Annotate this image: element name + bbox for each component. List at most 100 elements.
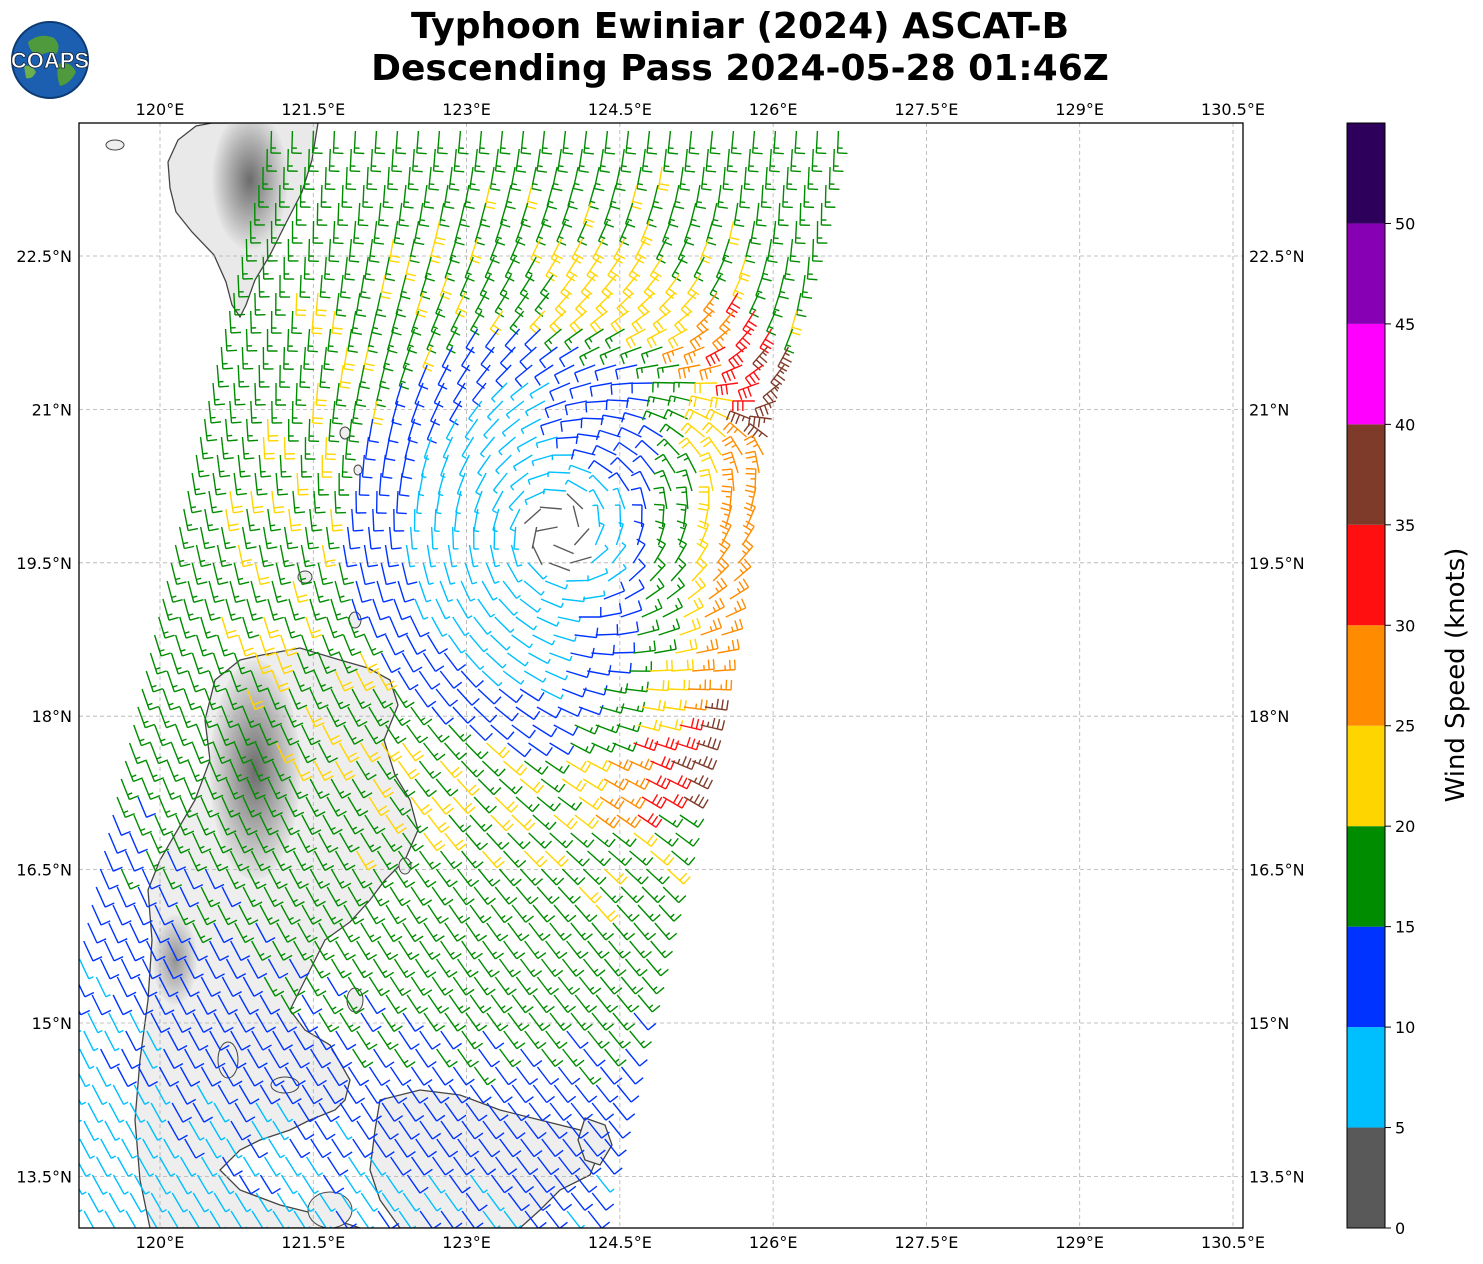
wind-barb: [179, 886, 200, 908]
wind-barb: [620, 886, 645, 904]
wind-barb: [133, 1174, 150, 1195]
wind-barb: [167, 1030, 188, 1052]
wind-barb: [477, 598, 496, 618]
wind-barb: [532, 1174, 556, 1194]
wind-barb: [604, 1048, 627, 1067]
wind-barb: [473, 508, 480, 533]
wind-barb: [439, 850, 463, 870]
wind-barb: [641, 598, 663, 618]
wind-barb: [501, 418, 521, 437]
wind-barb: [226, 1048, 247, 1069]
wind-barb: [310, 1048, 332, 1069]
wind-barb: [632, 455, 655, 474]
wind-barb: [711, 202, 723, 228]
wind-barb: [318, 1012, 340, 1033]
wind-barb: [224, 328, 237, 352]
catanduanes-island: [577, 1117, 613, 1166]
wind-barb: [759, 328, 775, 354]
wind-barb: [607, 563, 627, 582]
wind-barb: [630, 184, 643, 210]
wind-barb: [334, 580, 351, 603]
wind-barb: [603, 683, 629, 694]
wind-barb: [679, 166, 690, 191]
wind-barb: [479, 202, 491, 228]
small-island: [105, 139, 125, 151]
wind-barb: [570, 832, 595, 848]
wind-barb: [373, 1138, 395, 1158]
wind-barb: [351, 778, 373, 799]
wind-barb: [557, 886, 581, 904]
wind-barb: [694, 382, 718, 394]
wind-barb: [154, 1084, 171, 1105]
wind-barb: [475, 472, 487, 496]
wind-barb: [461, 1030, 484, 1050]
wind-barb: [212, 382, 226, 406]
wind-barb: [305, 976, 327, 997]
wind-barb: [331, 400, 343, 425]
wind-barb: [616, 814, 642, 829]
wind-barb: [381, 1102, 404, 1122]
wind-barb: [709, 396, 734, 409]
wind-barb: [430, 310, 441, 336]
wind-barb: [777, 202, 789, 227]
wind-barb: [465, 1012, 488, 1032]
wind-barb: [87, 922, 107, 944]
wind-barb: [549, 562, 571, 572]
wind-barb: [304, 436, 316, 460]
wind-barb: [339, 274, 351, 299]
wind-barb: [237, 364, 250, 388]
wind-barb: [494, 1066, 517, 1086]
wind-barb: [440, 940, 462, 960]
wind-barb: [633, 832, 658, 847]
wind-barb: [452, 796, 476, 815]
wind-barb: [634, 439, 659, 456]
wind-barb: [91, 1084, 108, 1106]
wind-barb: [464, 562, 478, 585]
wind-barb: [540, 778, 566, 793]
wind-barb: [209, 1030, 230, 1051]
wind-barb: [264, 1156, 281, 1177]
wind-barb: [595, 904, 619, 922]
wind-barb: [125, 1120, 142, 1141]
wind-barb: [402, 1192, 421, 1212]
wind-barb: [422, 652, 445, 673]
zambales-mountains: [153, 915, 197, 1005]
wind-barb: [427, 634, 448, 655]
wind-barb: [541, 1138, 564, 1158]
wind-barb: [116, 886, 136, 908]
wind-barb: [698, 468, 714, 492]
wind-barb: [368, 886, 390, 907]
wind-barb: [380, 652, 401, 674]
wind-barb: [704, 597, 725, 618]
wind-barb: [465, 832, 489, 851]
wind-barb: [504, 328, 521, 353]
wind-barb: [315, 382, 327, 407]
wind-barb: [645, 577, 665, 600]
wind-barb: [570, 556, 592, 564]
wind-barb: [727, 220, 740, 246]
wind-barb: [456, 598, 473, 619]
wind-barb: [587, 665, 612, 676]
wind-barb: [321, 544, 337, 568]
wind-barb: [299, 274, 311, 299]
wind-barb: [204, 778, 224, 800]
wind-barb: [454, 292, 468, 318]
wind-barb: [262, 256, 274, 280]
wind-barb: [482, 850, 505, 869]
wind-barb: [121, 1048, 142, 1070]
wind-barb: [445, 418, 458, 442]
wind-barb: [175, 1174, 193, 1195]
wind-barb: [440, 1030, 462, 1050]
wind-barb: [614, 166, 626, 192]
wind-barb: [678, 437, 701, 456]
wind-barb: [268, 1138, 285, 1159]
wind-barb: [528, 922, 551, 942]
wind-barb: [258, 544, 274, 568]
wind-barb: [667, 679, 691, 691]
wind-barb: [364, 814, 386, 835]
wind-barb: [308, 418, 319, 443]
colorbar-tick-label: 40: [1395, 415, 1415, 434]
wind-barb: [309, 688, 329, 710]
wind-barb: [292, 490, 306, 514]
wind-barb: [608, 472, 630, 492]
